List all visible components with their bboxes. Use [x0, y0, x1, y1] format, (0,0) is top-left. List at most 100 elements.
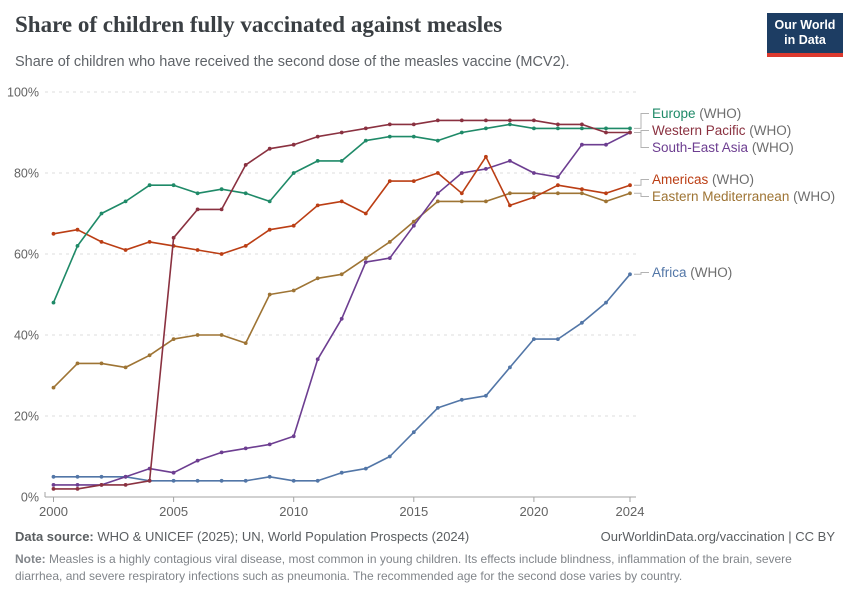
page-title: Share of children fully vaccinated again… [15, 12, 503, 37]
data-point-africa-2018 [484, 393, 488, 398]
rights-link[interactable]: OurWorldinData.org/vaccination | CC BY [600, 529, 835, 544]
data-point-western-pacific-2022 [580, 122, 584, 127]
data-point-americas-2019 [508, 203, 512, 208]
data-point-eastern-mediterranean-2005 [171, 337, 176, 341]
data-point-eastern-mediterranean-2010 [291, 288, 296, 293]
y-tick-label-20: 20% [14, 410, 39, 424]
chart-canvas: 0% 20% 40% 60% 80% 100% 2000 2005 2010 2015 2020 20… [7, 86, 835, 520]
data-point-western-pacific-2019 [508, 118, 512, 123]
data-point-americas-2024 [628, 183, 632, 188]
data-point-europe-2019 [508, 122, 512, 127]
data-point-eastern-mediterranean-2008 [243, 341, 248, 345]
data-point-eastern-mediterranean-2015 [411, 219, 416, 224]
data-point-europe-2009 [267, 199, 272, 204]
data-point-americas-2006 [195, 248, 200, 252]
data-point-south-east-asia-2015 [411, 223, 416, 228]
x-tick-label-2015: 2015 [399, 504, 428, 519]
data-point-americas-2017 [459, 191, 464, 196]
data-point-western-pacific-2014 [387, 122, 392, 127]
data-point-eastern-mediterranean-2018 [484, 199, 488, 204]
data-point-europe-2015 [411, 134, 416, 139]
data-point-eastern-mediterranean-2012 [339, 272, 344, 277]
y-tick-label-40: 40% [14, 329, 39, 343]
legend-label-americas[interactable]: Americas (WHO) [652, 172, 754, 187]
data-point-eastern-mediterranean-2004 [147, 353, 152, 358]
data-point-western-pacific-2009 [267, 146, 272, 151]
data-point-americas-2010 [291, 223, 296, 228]
data-point-eastern-mediterranean-2021 [556, 191, 560, 196]
data-point-europe-2022 [580, 126, 584, 131]
data-point-europe-2005 [171, 183, 176, 188]
data-point-western-pacific-2024 [628, 130, 632, 135]
data-point-europe-2021 [556, 126, 560, 131]
legend-label-south-east-asia[interactable]: South-East Asia (WHO) [652, 140, 794, 155]
data-point-south-east-asia-2020 [532, 171, 536, 175]
data-point-africa-2002 [99, 474, 104, 479]
data-source-text: WHO & UNICEF (2025); UN, World Populatio… [97, 529, 470, 544]
data-point-americas-2001 [75, 227, 80, 232]
data-point-eastern-mediterranean-2024 [628, 191, 632, 196]
x-tick-label-2005: 2005 [159, 504, 188, 519]
data-point-americas-2016 [435, 171, 440, 175]
data-point-africa-2006 [195, 478, 200, 483]
data-point-eastern-mediterranean-2007 [219, 333, 224, 337]
data-point-europe-2017 [459, 130, 464, 135]
y-tick-label-60: 60% [14, 248, 39, 262]
owid-logo[interactable]: Our World in Data [767, 13, 843, 57]
owid-logo-line1: Our World [774, 18, 836, 32]
data-point-africa-2008 [243, 478, 248, 483]
data-point-europe-2020 [532, 126, 536, 131]
series-line-eastern-mediterranean [52, 192, 631, 389]
legend-label-africa[interactable]: Africa (WHO) [652, 265, 732, 280]
data-point-europe-2018 [484, 126, 488, 131]
data-point-eastern-mediterranean-2016 [435, 199, 440, 204]
owid-logo-line2: in Data [784, 33, 826, 48]
data-point-americas-2018 [484, 154, 488, 159]
data-point-americas-2011 [315, 203, 320, 208]
data-point-africa-2021 [556, 337, 560, 341]
data-point-americas-2023 [604, 191, 608, 196]
x-tick-label-2020: 2020 [519, 504, 548, 519]
data-point-western-pacific-2003 [123, 483, 128, 487]
data-point-americas-2020 [532, 195, 536, 200]
data-point-europe-2012 [339, 159, 344, 163]
legend-label-western-pacific[interactable]: Western Pacific (WHO) [652, 123, 791, 138]
data-point-europe-2010 [291, 171, 296, 175]
data-point-western-pacific-2001 [75, 487, 80, 491]
data-point-americas-2022 [580, 187, 584, 192]
data-point-south-east-asia-2012 [339, 316, 344, 321]
data-point-africa-2015 [411, 430, 416, 435]
chart-note-label: Note: [15, 552, 46, 566]
data-point-europe-2023 [604, 126, 608, 131]
data-point-south-east-asia-2005 [171, 470, 176, 475]
data-point-americas-2015 [411, 179, 416, 183]
legend-connector-western-pacific [634, 130, 649, 133]
data-point-western-pacific-2013 [363, 126, 368, 131]
data-point-americas-2002 [99, 240, 104, 244]
data-point-eastern-mediterranean-2006 [195, 333, 200, 337]
y-tick-label-80: 80% [14, 167, 39, 181]
data-point-europe-2024 [628, 126, 632, 131]
y-tick-label-100: 100% [7, 86, 39, 100]
data-point-western-pacific-2017 [459, 118, 464, 123]
data-point-africa-2005 [171, 478, 176, 483]
data-point-western-pacific-2006 [195, 207, 200, 212]
data-point-americas-2014 [387, 179, 392, 183]
data-point-europe-2014 [387, 134, 392, 139]
data-point-europe-2003 [123, 199, 128, 204]
data-point-western-pacific-2018 [484, 118, 488, 123]
data-point-south-east-asia-2011 [315, 357, 320, 362]
data-point-south-east-asia-2017 [459, 171, 464, 175]
data-point-americas-2003 [123, 248, 128, 252]
data-point-europe-2000 [51, 300, 56, 305]
data-point-western-pacific-2008 [243, 163, 248, 167]
legend-label-europe[interactable]: Europe (WHO) [652, 106, 741, 121]
data-point-eastern-mediterranean-2001 [75, 361, 80, 366]
data-point-europe-2004 [147, 183, 152, 188]
data-point-eastern-mediterranean-2009 [267, 292, 272, 297]
data-point-americas-2007 [219, 252, 224, 256]
data-point-americas-2000 [51, 231, 56, 236]
legend-label-eastern-mediterranean[interactable]: Eastern Mediterranean (WHO) [652, 189, 835, 204]
data-point-eastern-mediterranean-2023 [604, 199, 608, 204]
data-point-africa-2020 [532, 337, 536, 341]
